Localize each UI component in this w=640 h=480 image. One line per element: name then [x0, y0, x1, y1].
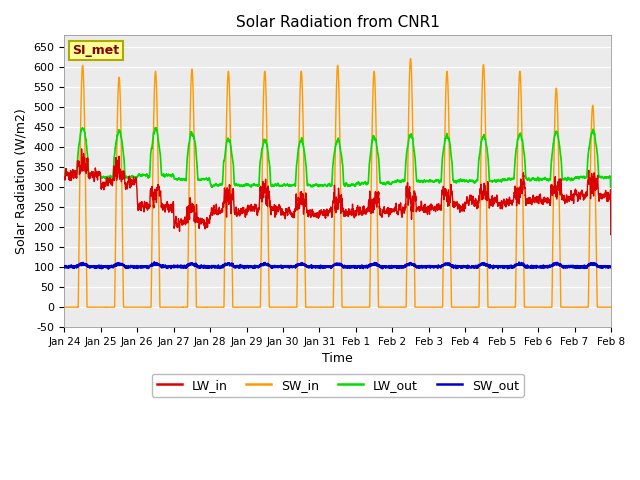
LW_out [152, 125, 159, 131]
SW_in [406, 56, 414, 61]
SW_in [430, 304, 438, 310]
LW_in [460, 208, 468, 214]
SW_in [317, 304, 325, 310]
SW_out [430, 264, 438, 270]
Y-axis label: Solar Radiation (W/m2): Solar Radiation (W/m2) [15, 108, 28, 254]
LW_in [607, 192, 614, 198]
LW_in [492, 197, 499, 203]
SW_out [460, 264, 468, 269]
LW_out [607, 184, 615, 190]
SW_out [150, 259, 158, 265]
LW_out [159, 172, 166, 178]
Line: LW_in: LW_in [65, 149, 611, 235]
SW_out [61, 264, 68, 269]
SW_in [460, 304, 468, 310]
SW_out [317, 264, 325, 270]
Line: SW_in: SW_in [65, 59, 611, 307]
LW_in [159, 205, 166, 211]
LW_out [492, 178, 499, 184]
Line: LW_out: LW_out [65, 128, 611, 187]
SW_out [607, 264, 614, 269]
LW_in [61, 175, 68, 180]
SW_in [492, 304, 499, 310]
Text: SI_met: SI_met [72, 44, 120, 57]
LW_in [78, 146, 86, 152]
LW_in [430, 207, 438, 213]
LW_out [430, 179, 438, 185]
SW_in [607, 304, 614, 310]
LW_out [607, 174, 614, 180]
LW_out [317, 182, 325, 188]
SW_in [61, 304, 68, 310]
LW_in [607, 232, 614, 238]
LW_out [208, 184, 216, 190]
SW_in [607, 304, 615, 310]
Title: Solar Radiation from CNR1: Solar Radiation from CNR1 [236, 15, 440, 30]
SW_out [159, 263, 166, 269]
Line: SW_out: SW_out [65, 262, 611, 269]
LW_in [607, 231, 615, 237]
LW_out [61, 171, 68, 177]
SW_out [104, 266, 112, 272]
SW_out [492, 264, 499, 269]
Legend: LW_in, SW_in, LW_out, SW_out: LW_in, SW_in, LW_out, SW_out [152, 374, 524, 397]
X-axis label: Time: Time [323, 352, 353, 365]
LW_out [460, 177, 468, 183]
SW_out [607, 264, 615, 270]
LW_in [317, 208, 325, 214]
SW_in [159, 304, 166, 310]
